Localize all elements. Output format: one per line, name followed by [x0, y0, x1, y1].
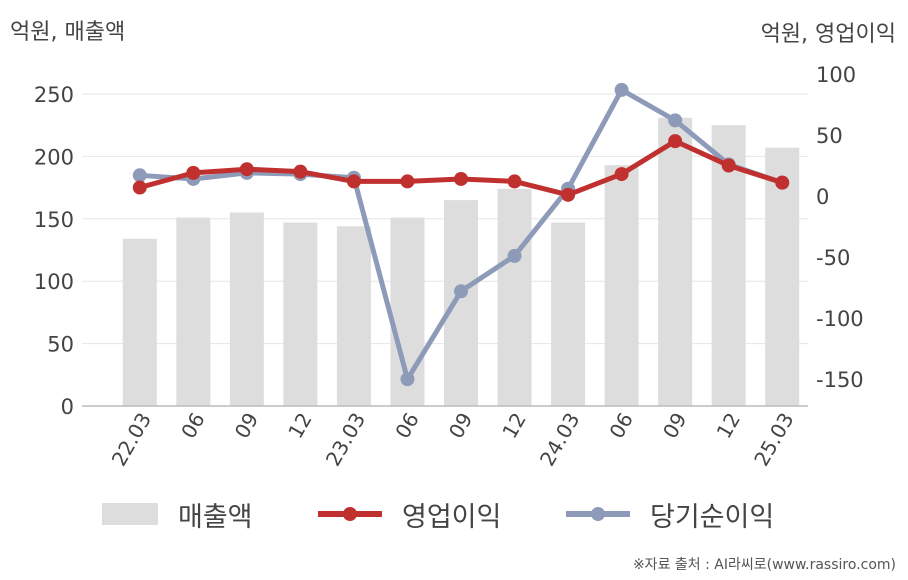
point-영업이익-24.03: [561, 187, 576, 202]
line-series-layer: [132, 82, 790, 387]
bar-06: [604, 165, 639, 406]
point-영업이익-06: [614, 167, 629, 182]
bar-12: [283, 222, 318, 406]
point-당기순이익-06: [614, 82, 629, 97]
point-영업이익-06: [186, 165, 201, 180]
point-영업이익-12: [721, 158, 736, 173]
legend-label: 당기순이익: [650, 501, 775, 533]
bar-09: [229, 212, 264, 406]
bar-23.03: [336, 226, 371, 406]
point-당기순이익-09: [668, 113, 683, 128]
point-영업이익-09: [668, 134, 683, 149]
legend-item-net-income: 당기순이익: [566, 492, 774, 536]
right-tick-label: -50: [816, 246, 850, 270]
bar-24.03: [551, 222, 586, 406]
x-tick-label: 06: [176, 409, 210, 443]
x-tick-label: 25.03: [749, 409, 798, 471]
bar-series-layer: [122, 117, 800, 406]
right-tick-label: -100: [816, 307, 864, 331]
point-당기순이익-06: [400, 372, 415, 387]
bar-12: [497, 188, 532, 406]
x-tick-label: 09: [230, 409, 264, 443]
x-tick-label: 09: [444, 409, 478, 443]
legend: 매출액 영업이익 당기순이익: [0, 492, 908, 536]
legend-item-revenue: 매출액: [102, 492, 253, 536]
combo-chart: 0 50 100 150 200 250 -150 -100 -50 0 50 100 22.03 06 0…: [34, 63, 864, 471]
right-tick-label: 50: [816, 124, 843, 148]
bar-22.03: [122, 238, 157, 406]
left-tick-label: 250: [34, 83, 74, 107]
x-tick-label: 06: [390, 409, 424, 443]
point-영업이익-12: [507, 174, 522, 189]
point-영업이익-09: [454, 171, 468, 186]
point-영업이익-22.03: [132, 180, 147, 195]
legend-line-swatch: [318, 503, 382, 525]
legend-line-swatch: [566, 503, 630, 525]
legend-label: 영업이익: [402, 501, 502, 533]
left-tick-label: 150: [34, 208, 74, 232]
point-영업이익-06: [400, 174, 415, 189]
point-영업이익-09: [239, 162, 254, 177]
bar-25.03: [765, 147, 800, 406]
left-tick-label: 50: [47, 333, 74, 357]
bar-09: [444, 200, 478, 406]
x-tick-label: 12: [283, 409, 317, 443]
left-tick-label: 100: [34, 270, 74, 294]
legend-bar-swatch: [102, 503, 158, 525]
right-axis-unit-label: 억원, 영업이익: [760, 22, 896, 47]
point-영업이익-25.03: [775, 175, 790, 190]
x-tick-label: 12: [712, 409, 746, 443]
x-tick-label: 06: [604, 409, 638, 443]
point-영업이익-23.03: [346, 174, 361, 189]
right-tick-label: -150: [816, 368, 864, 392]
x-tick-label: 22.03: [107, 409, 156, 471]
x-tick-label: 24.03: [535, 409, 584, 471]
bar-06: [176, 217, 211, 406]
left-tick-label: 200: [34, 145, 74, 169]
legend-item-operating-profit: 영업이익: [318, 492, 501, 536]
x-tick-label: 12: [497, 409, 531, 443]
left-tick-label: 0: [61, 395, 74, 419]
point-당기순이익-09: [454, 284, 468, 299]
point-당기순이익-22.03: [132, 168, 147, 183]
x-tick-label: 23.03: [321, 409, 370, 471]
source-credit: ※자료 출처 : AI라씨로(www.rassiro.com): [632, 557, 896, 573]
point-당기순이익-12: [507, 248, 522, 263]
legend-label: 매출액: [178, 501, 253, 533]
right-tick-label: 100: [816, 63, 856, 87]
x-tick-label: 09: [658, 409, 692, 443]
left-axis-unit-label: 억원, 매출액: [10, 20, 126, 45]
point-영업이익-12: [293, 164, 308, 179]
bar-09: [658, 117, 693, 406]
right-tick-label: 0: [816, 185, 829, 209]
